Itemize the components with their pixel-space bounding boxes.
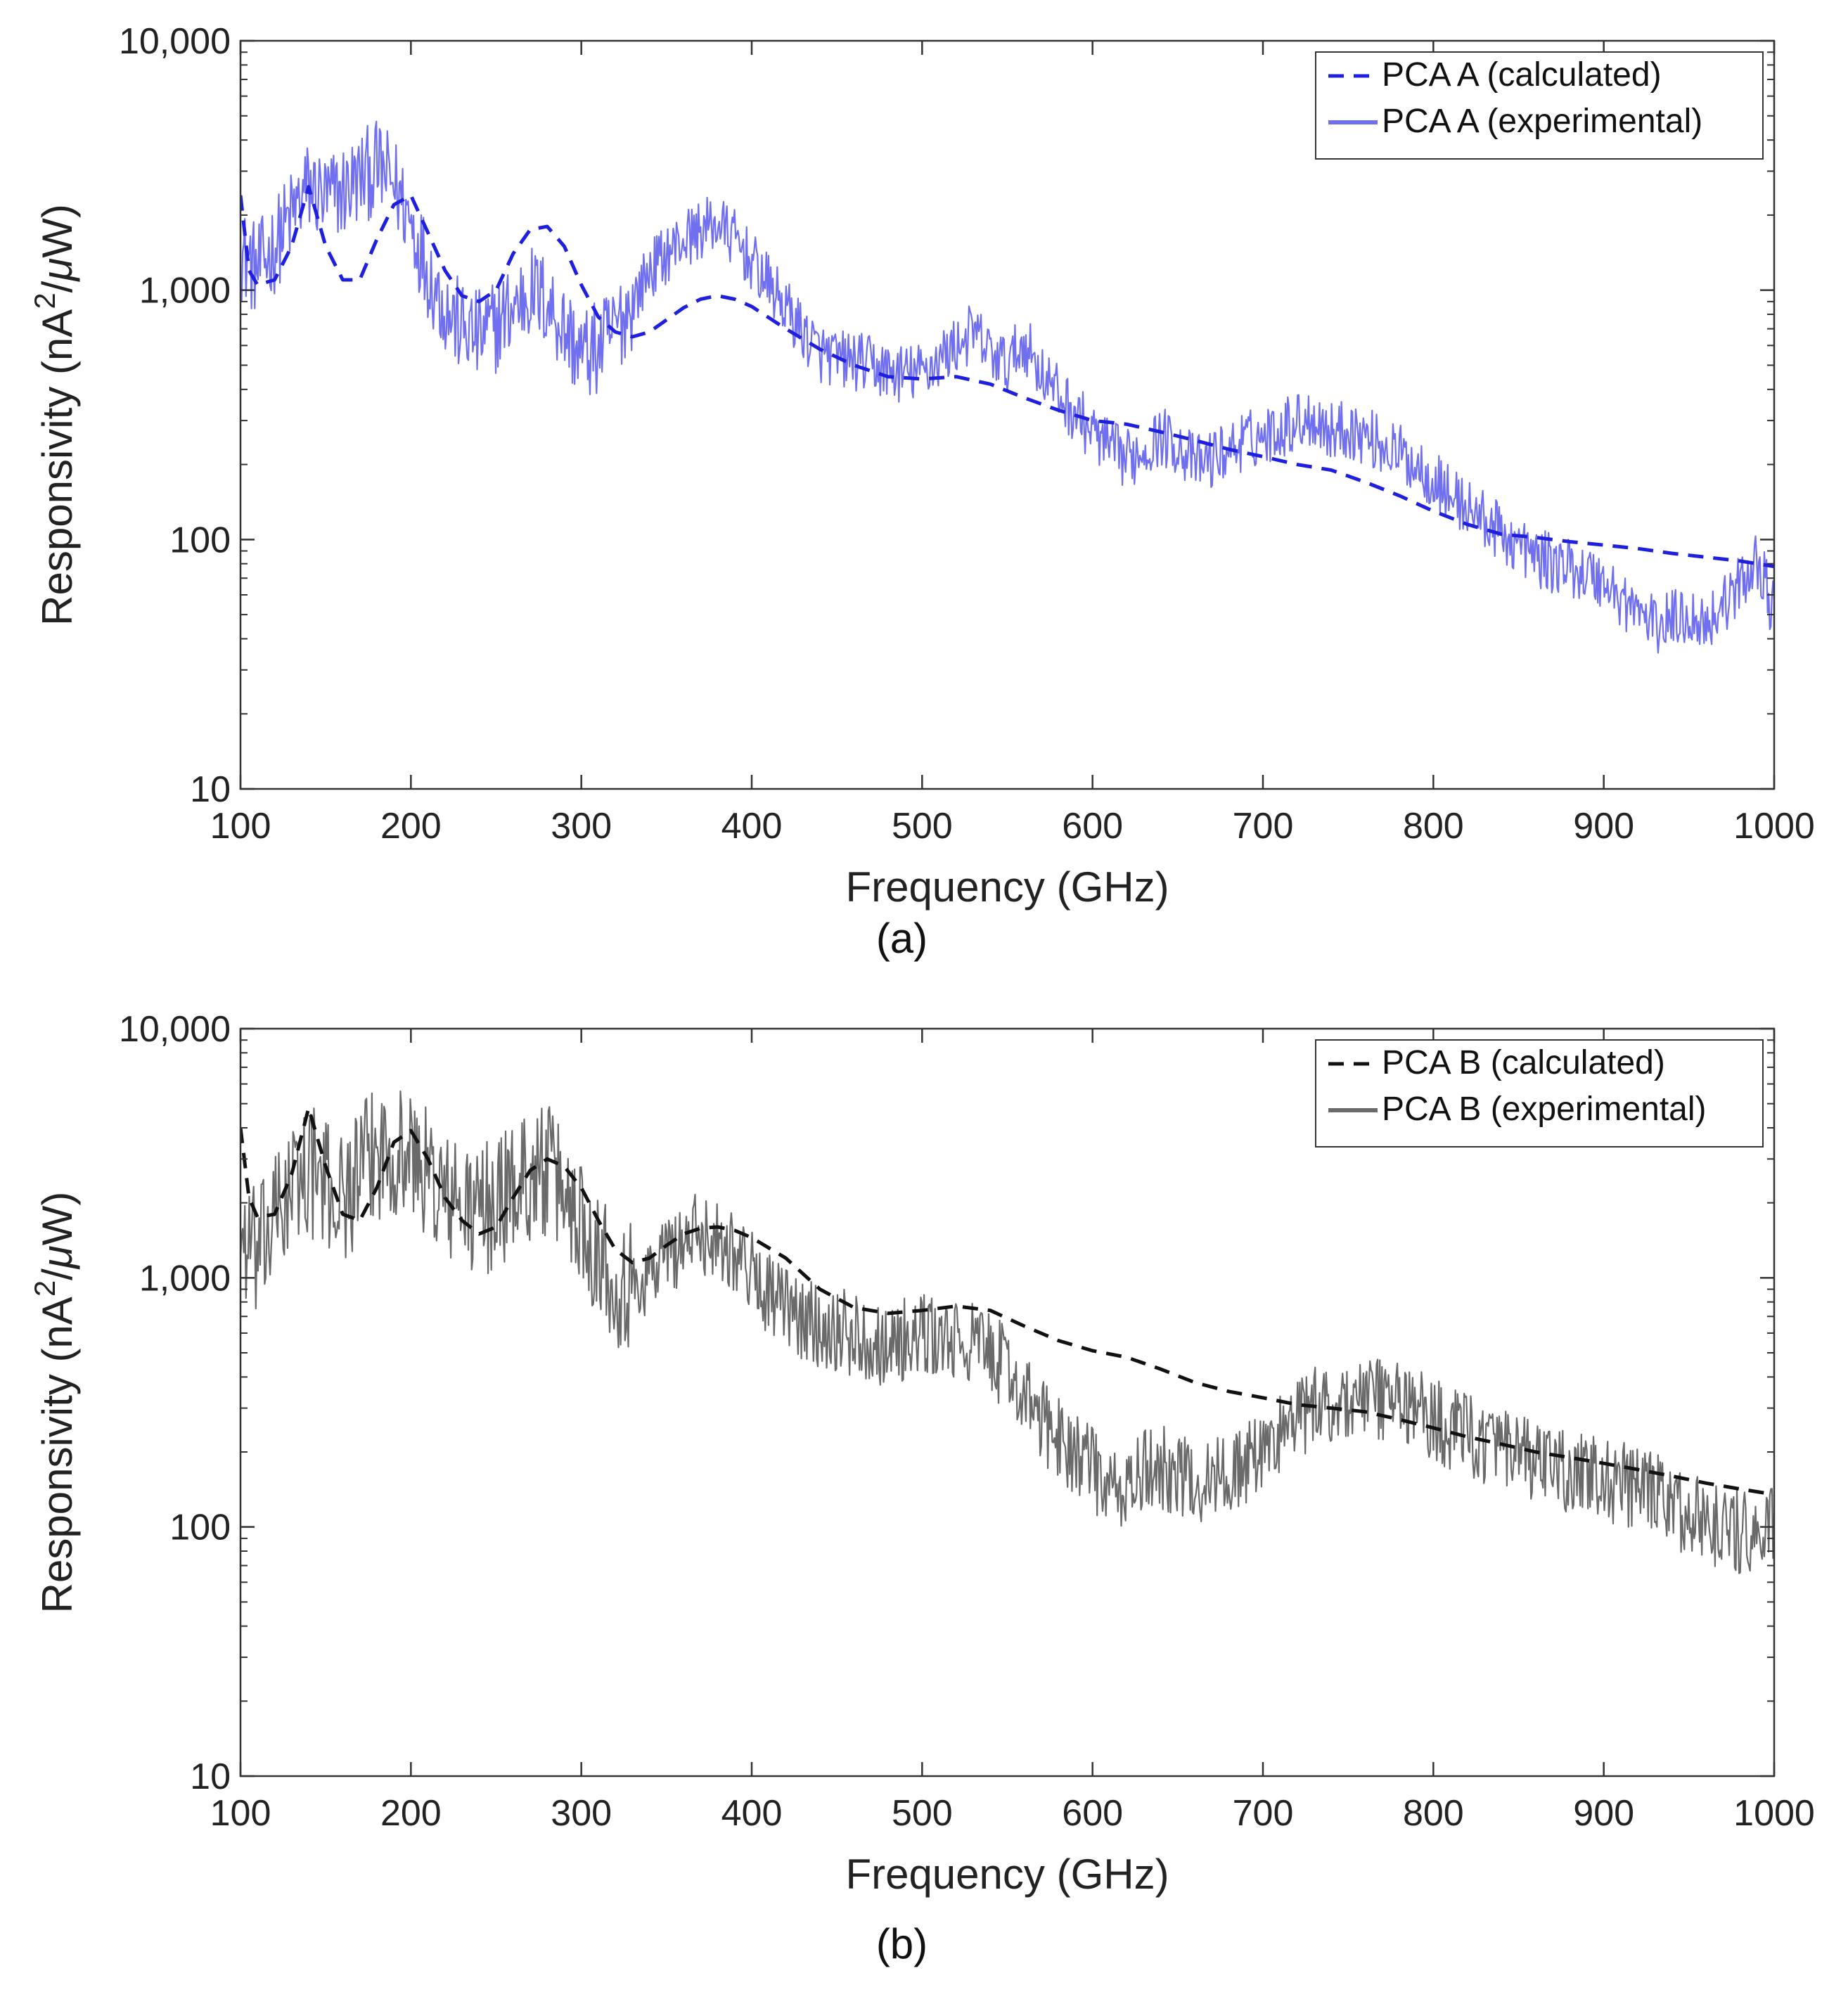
legend-box <box>1315 1039 1764 1148</box>
x-tick-label: 800 <box>1403 1793 1464 1834</box>
y-tick-label: 100 <box>169 520 231 560</box>
legend-box <box>1315 51 1764 160</box>
axes-box <box>239 39 1776 790</box>
x-tick-label: 500 <box>892 1793 953 1834</box>
axes-box <box>239 1027 1776 1778</box>
x-tick-label: 900 <box>1573 1793 1634 1834</box>
y-tick-label: 1,000 <box>139 1258 231 1299</box>
x-tick-label: 700 <box>1233 1793 1294 1834</box>
legend: PCA A (calculated) PCA A (experimental) <box>1315 51 1764 160</box>
panel-label: (b) <box>876 1920 928 1967</box>
x-tick-label: 400 <box>721 806 783 847</box>
panel-label: (a) <box>876 915 928 962</box>
legend-label: PCA B (calculated) <box>1382 1044 1665 1081</box>
y-tick-label: 10,000 <box>119 1009 231 1050</box>
x-tick-label: 800 <box>1403 806 1464 847</box>
x-tick-label: 100 <box>210 806 271 847</box>
x-tick-label: 300 <box>551 806 612 847</box>
x-axis-label: Frequency (GHz) <box>845 1851 1169 1898</box>
x-tick-label: 700 <box>1233 806 1294 847</box>
x-tick-label: 900 <box>1573 806 1634 847</box>
y-tick-label: 10 <box>190 769 231 810</box>
x-tick-label: 1000 <box>1733 1793 1815 1834</box>
series-line-experimental <box>240 1090 1774 1574</box>
y-axis-label: Responsivity (nA2/μW) <box>28 1192 81 1614</box>
plot-area <box>240 1090 1774 1574</box>
x-tick-label: 200 <box>380 806 442 847</box>
y-tick-label: 10 <box>190 1756 231 1797</box>
plot-area <box>240 120 1774 654</box>
y-tick-label: 10,000 <box>119 21 231 62</box>
x-tick-label: 100 <box>210 1793 271 1834</box>
legend-label: PCA A (calculated) <box>1382 56 1662 94</box>
x-tick-label: 600 <box>1062 806 1123 847</box>
series-line-calculated <box>240 1106 1774 1496</box>
x-tick-label: 200 <box>380 1793 442 1834</box>
x-tick-label: 500 <box>892 806 953 847</box>
legend-label: PCA A (experimental) <box>1382 103 1702 140</box>
x-tick-label: 300 <box>551 1793 612 1834</box>
y-tick-label: 1,000 <box>139 271 231 311</box>
legend-label: PCA B (experimental) <box>1382 1091 1707 1128</box>
y-tick-label: 100 <box>169 1508 231 1548</box>
x-tick-label: 1000 <box>1733 806 1815 847</box>
chart-panel-a: 100 200 300 400 500 600 700 800 900 1000101001,00… <box>28 21 1815 962</box>
series-line-calculated <box>240 185 1774 569</box>
x-axis-label: Frequency (GHz) <box>845 863 1169 911</box>
y-axis-label: Responsivity (nA2/μW) <box>28 204 81 626</box>
legend: PCA B (calculated) PCA B (experimental) <box>1315 1039 1764 1148</box>
chart-panel-b: 100 200 300 400 500 600 700 800 900 1000101001,00… <box>28 1009 1815 1967</box>
x-tick-label: 400 <box>721 1793 783 1834</box>
x-tick-label: 600 <box>1062 1793 1123 1834</box>
